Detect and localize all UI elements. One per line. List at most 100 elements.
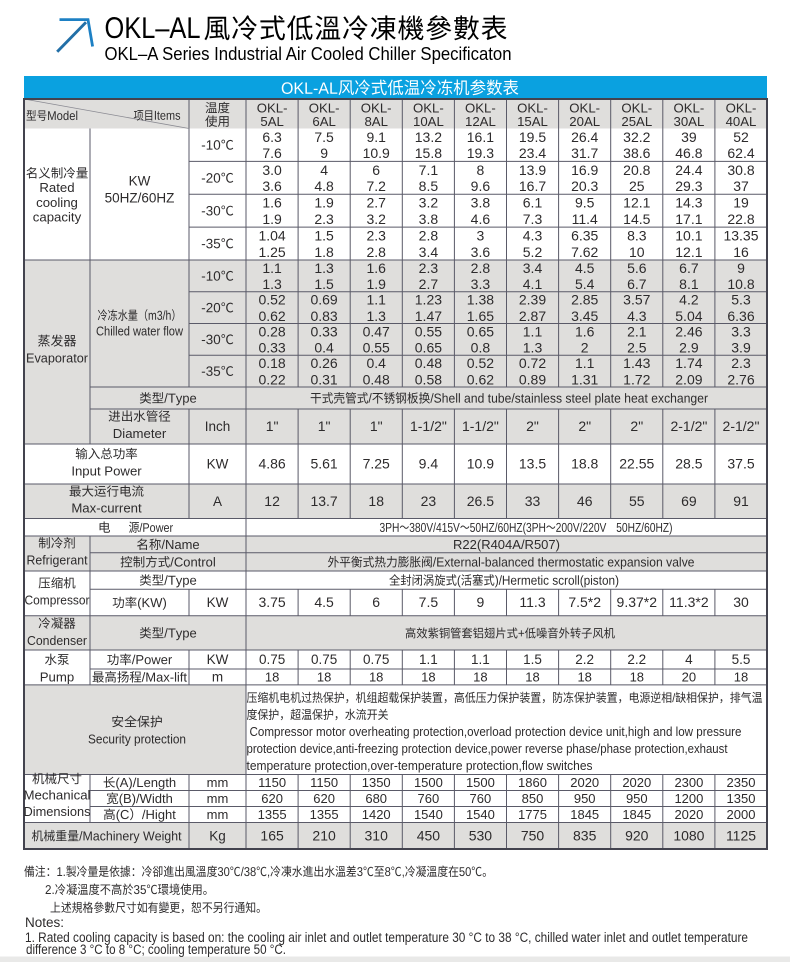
svg-text:20: 20 [682, 670, 696, 685]
svg-text:69: 69 [681, 493, 697, 509]
svg-text:Evaporator: Evaporator [26, 351, 89, 366]
svg-text:760: 760 [418, 791, 440, 806]
svg-text:0.52: 0.52 [258, 292, 285, 308]
svg-text:38.6: 38.6 [623, 145, 650, 161]
svg-text:18: 18 [317, 670, 331, 685]
svg-text:1.04: 1.04 [258, 228, 285, 244]
svg-text:8: 8 [477, 162, 485, 178]
svg-text:KW: KW [129, 174, 151, 189]
svg-text:1125: 1125 [726, 827, 756, 843]
svg-text:55: 55 [629, 493, 645, 509]
svg-text:1500: 1500 [414, 775, 443, 790]
svg-text:8AL: 8AL [364, 114, 387, 129]
svg-text:3.4: 3.4 [523, 260, 543, 276]
svg-text:7.6: 7.6 [262, 145, 282, 161]
svg-text:0.52: 0.52 [467, 355, 494, 371]
svg-text:26.5: 26.5 [467, 493, 494, 509]
svg-text:7.5: 7.5 [314, 129, 334, 145]
svg-text:0.18: 0.18 [258, 355, 285, 371]
svg-text:Compressor: Compressor [25, 593, 91, 608]
svg-text:11.4: 11.4 [572, 211, 598, 227]
svg-text:1.3: 1.3 [314, 260, 334, 276]
svg-text:20.8: 20.8 [623, 162, 650, 178]
svg-text:7.3: 7.3 [523, 211, 543, 227]
svg-text:10.9: 10.9 [467, 456, 494, 472]
svg-text:835: 835 [573, 827, 597, 843]
svg-text:2-1/2": 2-1/2" [670, 418, 707, 434]
svg-text:Inch: Inch [205, 419, 231, 434]
svg-text:2.3: 2.3 [314, 211, 334, 227]
svg-text:0.89: 0.89 [519, 371, 546, 387]
svg-text:620: 620 [313, 791, 335, 806]
svg-text:Dimensions: Dimensions [24, 805, 91, 819]
svg-text:18.8: 18.8 [571, 456, 598, 472]
svg-text:1845: 1845 [570, 807, 599, 822]
svg-text:cooling: cooling [36, 195, 78, 210]
svg-text:0.28: 0.28 [258, 323, 285, 339]
svg-text:9: 9 [737, 260, 745, 276]
svg-text:2.8: 2.8 [366, 244, 386, 260]
svg-text:0.31: 0.31 [310, 371, 337, 387]
svg-text:temperature protection,over-te: temperature protection,over-temperature … [247, 759, 593, 773]
svg-text:OKL-: OKL- [517, 101, 548, 116]
svg-text:0.55: 0.55 [415, 323, 442, 339]
svg-text:13.9: 13.9 [519, 162, 546, 178]
svg-text:0.33: 0.33 [258, 340, 285, 356]
svg-text:16: 16 [733, 244, 749, 260]
svg-text:0.69: 0.69 [310, 292, 337, 308]
svg-text:1150: 1150 [310, 775, 338, 790]
svg-text:4.3: 4.3 [627, 308, 647, 324]
svg-text:950: 950 [574, 791, 596, 806]
svg-text:16.7: 16.7 [519, 178, 546, 194]
svg-text:46.8: 46.8 [675, 145, 702, 161]
svg-text:22.8: 22.8 [727, 211, 754, 227]
svg-text:Notes:: Notes: [25, 915, 64, 930]
svg-text:91: 91 [733, 493, 749, 509]
svg-text:KW: KW [207, 652, 229, 667]
svg-text:0.83: 0.83 [310, 308, 337, 324]
svg-text:8.3: 8.3 [627, 228, 647, 244]
svg-text:1.25: 1.25 [258, 244, 285, 260]
svg-text:9.37*2: 9.37*2 [617, 594, 658, 610]
svg-text:3.0: 3.0 [262, 162, 282, 178]
svg-text:Pump: Pump [40, 670, 74, 685]
svg-text:Kg: Kg [209, 828, 226, 843]
svg-text:m: m [212, 670, 223, 685]
svg-text:3.6: 3.6 [471, 244, 491, 260]
svg-text:2.3: 2.3 [419, 260, 439, 276]
svg-text:11.3*2: 11.3*2 [669, 594, 709, 610]
svg-text:0.58: 0.58 [415, 371, 442, 387]
svg-text:680: 680 [365, 791, 387, 806]
svg-text:850: 850 [522, 791, 544, 806]
svg-text:1.1: 1.1 [262, 260, 282, 276]
svg-text:1.1: 1.1 [523, 323, 543, 339]
svg-text:28.5: 28.5 [675, 456, 702, 472]
svg-text:23: 23 [421, 493, 437, 509]
svg-text:1.43: 1.43 [623, 355, 650, 371]
svg-text:6.36: 6.36 [727, 308, 754, 324]
svg-text:1": 1" [318, 418, 331, 434]
svg-text:3.3: 3.3 [731, 323, 751, 339]
svg-text:18: 18 [630, 670, 644, 685]
svg-text:4: 4 [320, 162, 328, 178]
svg-text:37: 37 [733, 178, 749, 194]
svg-text:0.22: 0.22 [258, 371, 285, 387]
svg-text:31.7: 31.7 [571, 145, 598, 161]
svg-text:950: 950 [626, 791, 648, 806]
svg-text:8.5: 8.5 [419, 178, 439, 194]
svg-text:1540: 1540 [414, 807, 443, 822]
svg-text:1420: 1420 [362, 807, 391, 822]
svg-text:18: 18 [734, 670, 748, 685]
svg-text:2.1: 2.1 [627, 323, 647, 339]
svg-text:2.7: 2.7 [419, 276, 439, 292]
svg-text:mm: mm [207, 807, 229, 822]
svg-text:4.1: 4.1 [523, 276, 543, 292]
svg-text:1.1: 1.1 [366, 292, 386, 308]
svg-text:1-1/2": 1-1/2" [410, 418, 447, 434]
svg-text:1355: 1355 [310, 807, 339, 822]
svg-text:19: 19 [733, 195, 749, 211]
svg-text:3.75: 3.75 [258, 594, 285, 610]
svg-text:Max-current: Max-current [71, 501, 142, 516]
svg-text:4.8: 4.8 [314, 178, 334, 194]
svg-text:0.33: 0.33 [310, 323, 337, 339]
